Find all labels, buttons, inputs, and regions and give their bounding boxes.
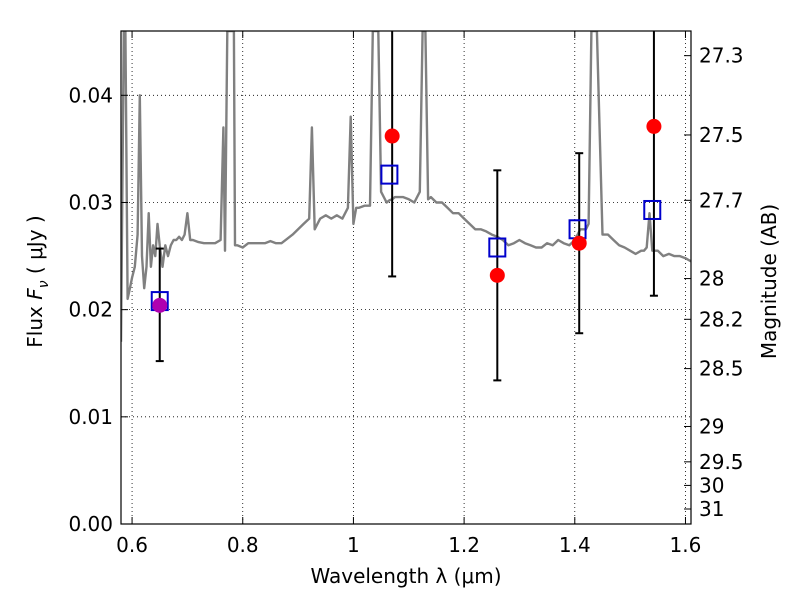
observed-point-2 [489, 267, 505, 283]
x-axis-label: Wavelength λ (μm) [310, 564, 501, 588]
y-axis-label-suffix: ( μJy ) [23, 215, 47, 280]
y2-tick-label-9: 31 [699, 497, 724, 521]
error-bars [155, 31, 658, 382]
model-point-1 [380, 164, 399, 185]
observed-point-3 [571, 235, 587, 251]
y2-tick-label-1: 27.5 [699, 123, 744, 147]
y-tick-label-1: 0.01 [68, 405, 113, 429]
y-tick-label-3: 0.03 [68, 190, 113, 214]
y2-tick-label-6: 29 [699, 414, 724, 438]
observed-point-0 [152, 297, 168, 313]
y-tick-label-0: 0.00 [68, 512, 113, 536]
y-axis-label-symbol: F [23, 288, 47, 300]
y2-tick-label-8: 30 [699, 473, 724, 497]
x-tick-label-5: 1.6 [670, 533, 702, 557]
model-point-2 [488, 237, 507, 258]
x-tick-label-1: 0.8 [227, 533, 259, 557]
y2-axis-label: Magnitude (AB) [757, 204, 781, 359]
observed-point-4 [646, 118, 662, 134]
y-tick-label-4: 0.04 [68, 83, 113, 107]
spectrum [121, 31, 691, 342]
y-axis-label: Flux Fν ( μJy ) [23, 215, 52, 347]
y2-tick-label-7: 29.5 [699, 450, 744, 474]
grid [121, 31, 691, 524]
x-tick-label-4: 1.4 [559, 533, 591, 557]
plot-frame [120, 30, 692, 525]
y-axis-label-subscript: ν [36, 280, 52, 288]
data-points [150, 118, 662, 313]
x-tick-label-3: 1.2 [448, 533, 480, 557]
x-tick-label-2: 1 [347, 533, 360, 557]
spectrum-line [121, 31, 691, 342]
axis-ticks: 0.6 0.8 1 1.2 1.4 1.6 0.00 0.01 0.02 0.03 0.04 27.3… [68, 31, 744, 557]
model-point-4 [643, 199, 662, 220]
y-tick-label-2: 0.02 [68, 298, 113, 322]
y2-tick-label-2: 27.7 [699, 188, 744, 212]
observed-point-1 [384, 128, 400, 144]
y2-tick-label-3: 28 [699, 267, 724, 291]
x-tick-label-0: 0.6 [116, 533, 148, 557]
y2-tick-label-0: 27.3 [699, 44, 744, 68]
y2-tick-label-5: 28.5 [699, 357, 744, 381]
y2-tick-label-4: 28.2 [699, 307, 744, 331]
y-axis-label-prefix: Flux [23, 300, 47, 348]
